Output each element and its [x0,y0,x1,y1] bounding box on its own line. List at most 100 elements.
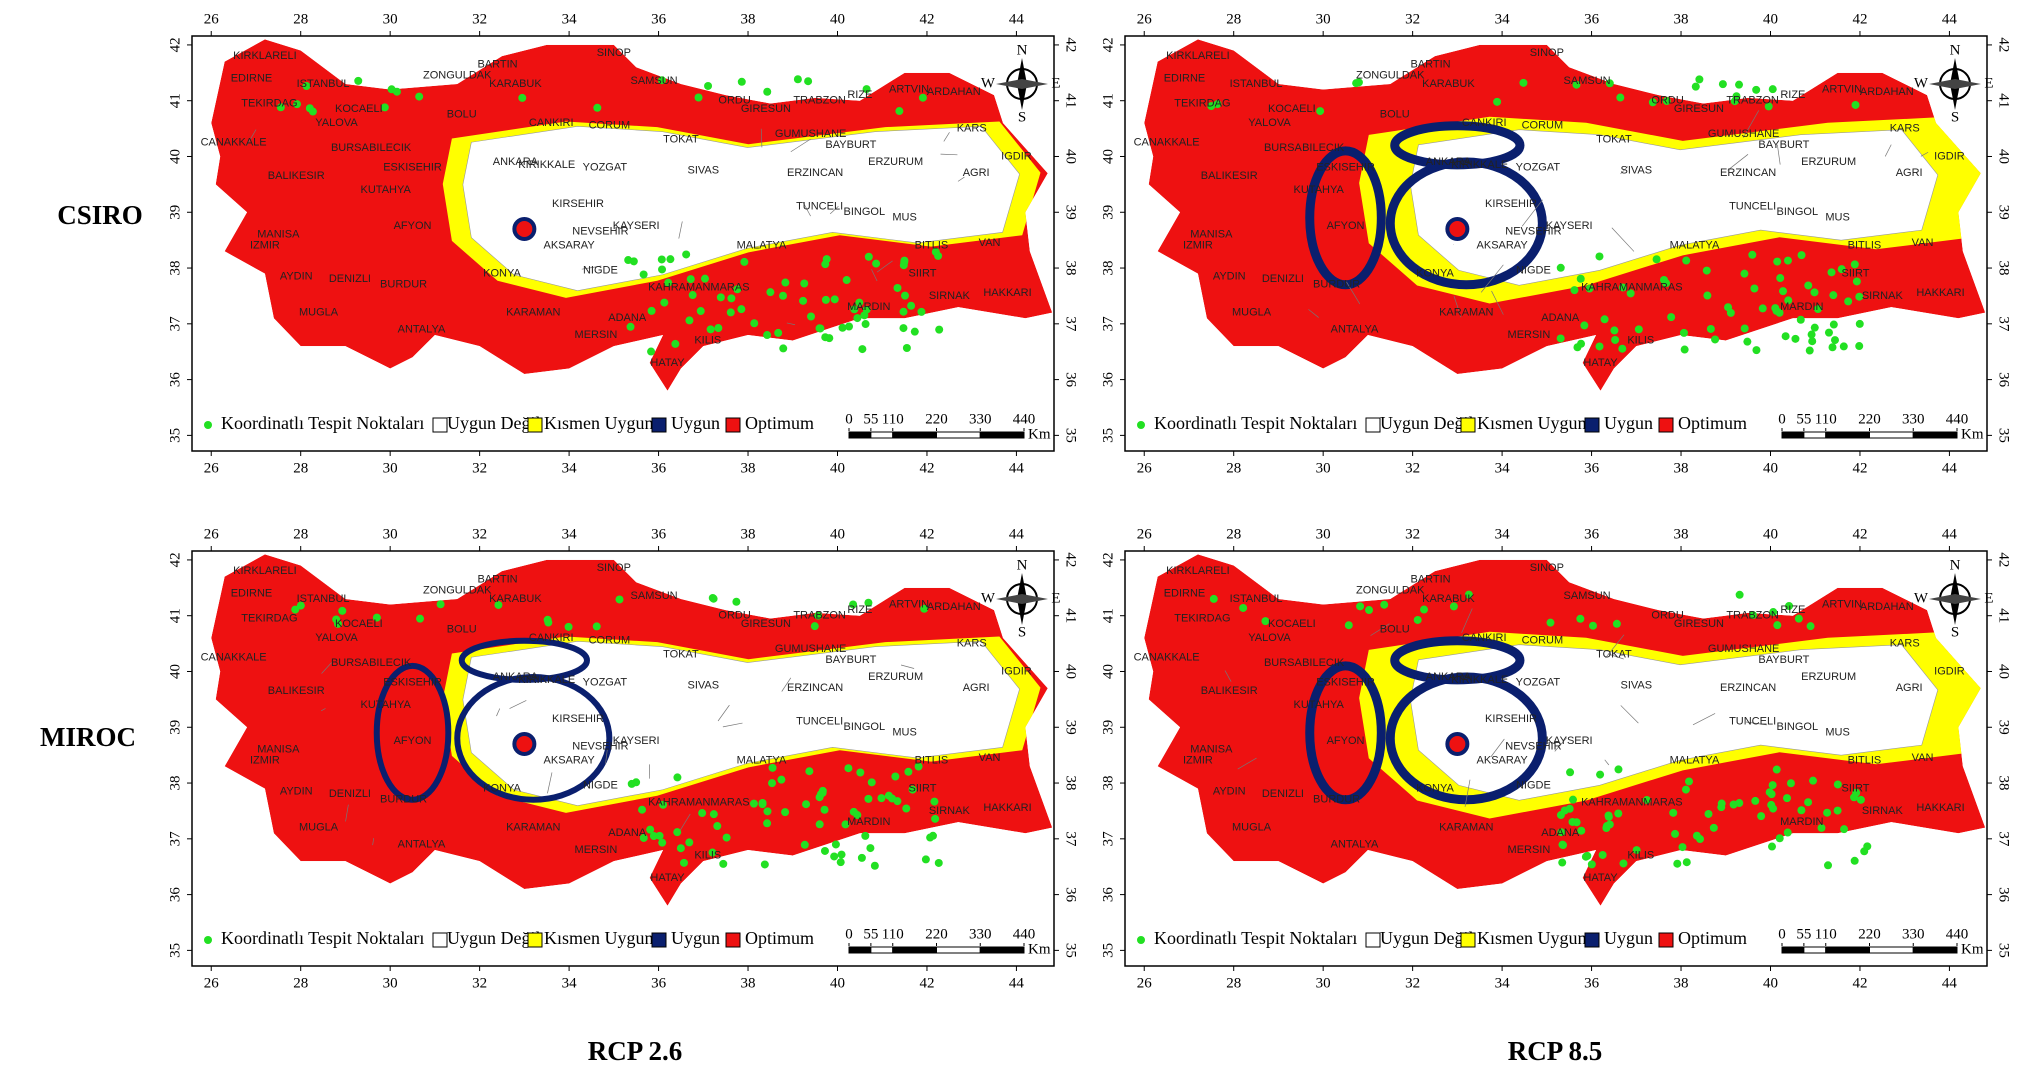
survey-point [1568,818,1576,826]
city-label: MARDIN [1780,301,1823,313]
survey-point [893,284,901,292]
lat-tick-label: 40 [1063,664,1079,679]
city-label: BITLIS [1848,240,1882,252]
scale-segment [1826,947,1870,953]
city-label: BURSA [1264,142,1303,154]
survey-point [740,258,748,266]
city-label: ARDAHAN [927,86,981,98]
column-label: RCP 8.5 [1508,1036,1603,1066]
lon-tick-label: 44 [1009,975,1025,991]
scale-label: 440 [1013,411,1036,427]
legend-swatch [1659,418,1673,432]
survey-point [1768,843,1776,851]
city-label: MERSIN [1508,329,1551,341]
city-label: BITLIS [915,755,949,767]
survey-point [1420,606,1428,614]
city-label: EDIRNE [231,72,273,84]
survey-point [695,93,703,101]
lat-tick-label: 40 [167,149,183,164]
scale-segment [980,432,1024,438]
compass-letter: S [1018,109,1026,125]
legend-label: Uygun [671,928,720,948]
lat-tick-label: 39 [1063,720,1079,735]
survey-point [1610,326,1618,334]
scale-segment [1913,947,1957,953]
city-label: MALATYA [737,755,787,767]
city-label: GUMUSHANE [775,643,847,655]
lon-tick-label: 28 [293,11,308,27]
survey-point [907,302,915,310]
city-label: AFYON [394,220,432,232]
city-label: SIVAS [1620,679,1652,691]
compass-letter: E [1984,590,1993,606]
city-label: BAYBURT [825,139,876,151]
survey-point [1345,621,1353,629]
survey-point [1614,810,1622,818]
lon-tick-label: 36 [1584,460,1600,476]
survey-point [1692,83,1700,91]
survey-point [1767,801,1775,809]
legend-label: Koordinatlı Tespit Noktaları [1154,413,1357,433]
lat-tick-label: 36 [1996,372,2012,388]
survey-point [1356,602,1364,610]
survey-point [1582,853,1590,861]
legend-swatch [1461,418,1475,432]
city-label: TOKAT [663,134,699,146]
survey-point [866,844,874,852]
survey-point [437,600,445,608]
survey-point [759,800,767,808]
city-label: HATAY [1583,872,1618,884]
lon-tick-label: 28 [1226,975,1241,991]
survey-point [1773,621,1781,629]
city-label: KOCAELI [1268,618,1316,630]
city-label: ANKARA [493,156,539,168]
lon-tick-label: 38 [741,526,756,542]
city-label: KILIS [1627,334,1654,346]
scale-label: 110 [1815,411,1837,427]
survey-point [1707,325,1715,333]
legend-swatch [528,933,542,947]
survey-point [1810,288,1818,296]
survey-point [677,844,685,852]
survey-point [935,859,943,867]
city-label: GUMUSHANE [1708,643,1780,655]
survey-point [800,280,808,288]
lat-tick-label: 36 [1063,372,1079,388]
legend-label: Uygun Değil [447,928,541,948]
scale-label: 440 [1946,926,1969,942]
survey-point [1580,321,1588,329]
city-label: TRABZON [1726,95,1779,107]
city-label: HAKKARI [1916,287,1964,299]
city-label: ARDAHAN [927,601,981,613]
compass-letter: N [1017,557,1028,573]
survey-point [648,307,656,315]
lon-tick-label: 32 [1405,11,1420,27]
city-label: CANKIRI [529,632,574,644]
survey-point [871,862,879,870]
city-label: KUTAHYA [361,699,412,711]
scale-segment [849,947,871,953]
city-label: ANTALYA [398,838,446,850]
scale-unit: Km [1961,426,1984,442]
legend-swatch [433,933,447,947]
city-label: KARS [957,638,987,650]
survey-point [832,840,840,848]
survey-point [1750,285,1758,293]
city-label: ANKARA [493,671,539,683]
survey-point [1614,765,1622,773]
lat-tick-label: 39 [1996,205,2012,220]
city-label: CORUM [1522,635,1564,647]
legend-swatch [1585,933,1599,947]
city-label: ESKISEHIR [383,162,442,174]
city-label: IGDIR [1001,665,1032,677]
legend-label: Optimum [745,928,814,948]
city-label: KARABUK [1422,593,1475,605]
survey-point [1599,851,1607,859]
scale-segment [1804,947,1826,953]
lat-tick-label: 42 [1996,37,2012,52]
lon-tick-label: 32 [1405,460,1420,476]
city-label: CANAKKALE [201,651,267,663]
legend-swatch [1585,418,1599,432]
city-label: MERSIN [575,329,618,341]
